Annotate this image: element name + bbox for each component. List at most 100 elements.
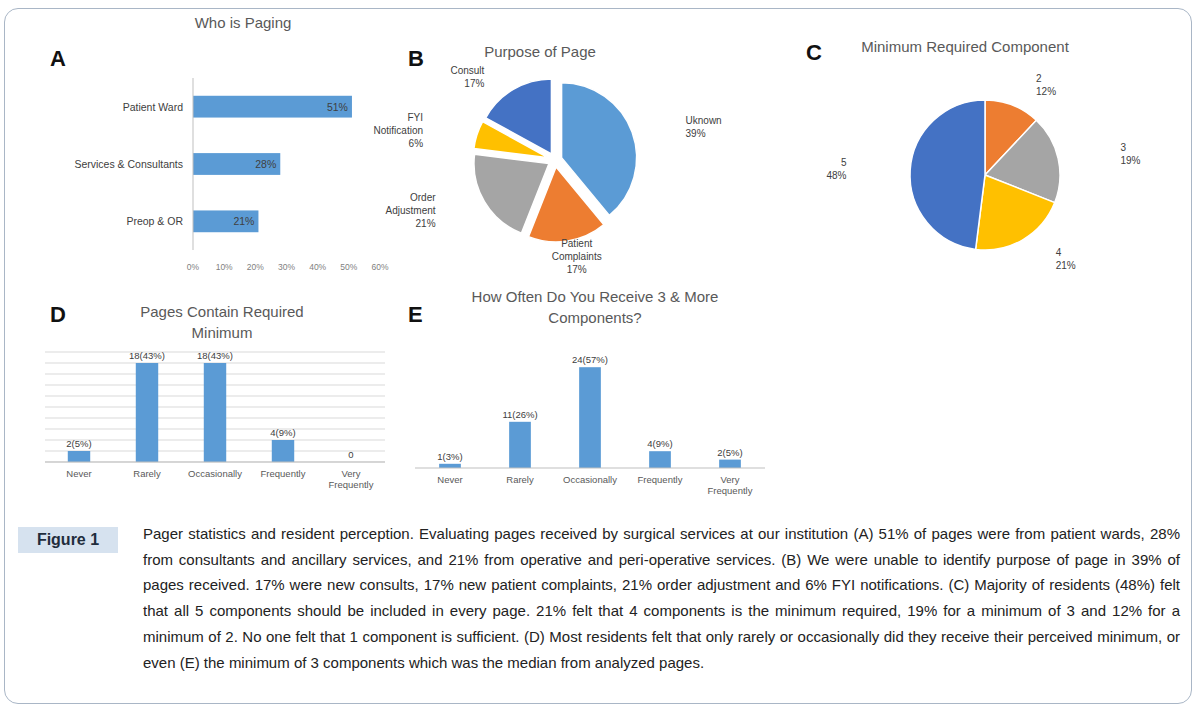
- bar: [193, 96, 352, 118]
- data-label: 51%: [327, 101, 348, 113]
- data-label: Consult17%: [450, 65, 484, 89]
- panel-letter: B: [408, 46, 424, 71]
- slice-name: Consult: [450, 65, 484, 76]
- tick-label: 0%: [187, 262, 200, 272]
- text-line: Pages Contain Required: [140, 303, 303, 320]
- data-label: 18(43%): [197, 350, 233, 361]
- text-line: Components?: [548, 309, 641, 326]
- slice-name: Order: [410, 192, 436, 203]
- category-label: Patient Ward: [123, 101, 183, 113]
- panel-letter: E: [408, 302, 423, 327]
- slice-name: Uknown: [686, 115, 722, 126]
- data-label: 4(9%): [647, 438, 672, 449]
- chart-bar: EHow Often Do You Receive 3 & MoreCompon…: [408, 288, 765, 496]
- data-label: 11(26%): [502, 409, 537, 420]
- text-line: Rarely: [133, 468, 161, 479]
- tick-label: 50%: [340, 262, 357, 272]
- data-label: 0: [348, 449, 353, 460]
- text-line: Frequently: [329, 479, 374, 490]
- tick-label: 10%: [216, 262, 233, 272]
- bar: [68, 451, 90, 462]
- figure-label: Figure 1: [18, 527, 118, 553]
- category-label: Never: [66, 468, 91, 479]
- chart-pie: CMinimum Required Component212%319%421%5…: [806, 38, 1141, 271]
- axis-line: [415, 468, 765, 469]
- pie-slice: [976, 175, 1055, 250]
- slice-value: 17%: [567, 264, 587, 275]
- tick-label: 40%: [309, 262, 326, 272]
- pie-slice: [910, 100, 985, 249]
- text-line: Never: [437, 474, 462, 485]
- slice-value: 19%: [1120, 155, 1140, 166]
- slice-name: Adjustment: [386, 205, 436, 216]
- bar: [649, 451, 671, 468]
- grid-line: [45, 462, 385, 463]
- bar: [136, 363, 158, 462]
- data-label: 1(3%): [437, 451, 462, 462]
- slice-name: 2: [1036, 73, 1042, 84]
- text-line: Minimum Required Component: [861, 38, 1069, 55]
- slices: [474, 79, 637, 242]
- bar: [439, 464, 461, 468]
- tick-label: 30%: [278, 262, 295, 272]
- text-line: Very: [720, 474, 739, 485]
- bar: [193, 210, 258, 232]
- panel-letter: A: [50, 46, 66, 71]
- slice-value: 48%: [827, 170, 847, 181]
- category-label: Frequently: [638, 474, 683, 485]
- data-label: 2(5%): [66, 438, 91, 449]
- tick-label: 60%: [371, 262, 388, 272]
- data-label: 24(57%): [572, 354, 608, 365]
- data-label: 548%: [827, 157, 847, 181]
- chart-title: Pages Contain Required Minimum: [140, 303, 303, 341]
- text-line: Very: [341, 468, 360, 479]
- chart-bar: D Pages Contain Required Minimum 2(5%) Never…: [45, 302, 385, 490]
- axis-line: [193, 78, 194, 250]
- text-line: Never: [66, 468, 91, 479]
- bar: [272, 440, 294, 462]
- text-line: Frequently: [638, 474, 683, 485]
- text-line: Purpose of Page: [484, 43, 596, 60]
- slice-value: 6%: [409, 138, 424, 149]
- bars: [68, 363, 294, 462]
- text-line: Minimum: [192, 324, 253, 341]
- panel-letter: D: [50, 302, 66, 327]
- slice-name: 4: [1056, 247, 1062, 258]
- text-line: Occasionally: [188, 468, 242, 479]
- bar: [719, 460, 741, 468]
- slices: [910, 100, 1060, 250]
- slice-value: 12%: [1036, 86, 1056, 97]
- slice-name: Patient: [561, 238, 592, 249]
- data-label: 21%: [233, 215, 254, 227]
- text-line: Who is Paging: [195, 14, 292, 31]
- bar: [509, 422, 531, 468]
- data-label: OrderAdjustment21%: [386, 192, 437, 229]
- category-label: Preop & OR: [126, 215, 183, 227]
- data-label: 319%: [1120, 142, 1140, 166]
- chart-title: Purpose of Page: [484, 43, 596, 60]
- bar: [193, 153, 280, 175]
- category-label: Never: [437, 474, 462, 485]
- slice-name: Complaints: [552, 251, 602, 262]
- data-label: FYINotification6%: [374, 112, 424, 149]
- slice-value: 39%: [686, 128, 706, 139]
- category-label: Rarely: [506, 474, 534, 485]
- axis-line: [45, 462, 385, 463]
- tick-label: 20%: [247, 262, 264, 272]
- panel-letter: C: [806, 40, 822, 65]
- chart-bar: AWho is PagingPatient Ward51%Services & …: [50, 14, 389, 272]
- bar: [204, 363, 226, 462]
- slice-value: 21%: [1056, 260, 1076, 271]
- category-label: Occasionally: [563, 474, 617, 485]
- figure-charts: AWho is PagingPatient Ward51%Services & …: [0, 0, 1200, 520]
- bar: [579, 367, 601, 468]
- text-line: Frequently: [261, 468, 306, 479]
- text-line: Occasionally: [563, 474, 617, 485]
- slice-name: 5: [841, 157, 847, 168]
- bars: [193, 96, 352, 232]
- category-label: VeryFrequently: [329, 468, 374, 490]
- slice-name: FYI: [407, 112, 423, 123]
- pie-slice: [486, 79, 552, 154]
- data-label: 421%: [1056, 247, 1076, 271]
- bars: [439, 367, 741, 468]
